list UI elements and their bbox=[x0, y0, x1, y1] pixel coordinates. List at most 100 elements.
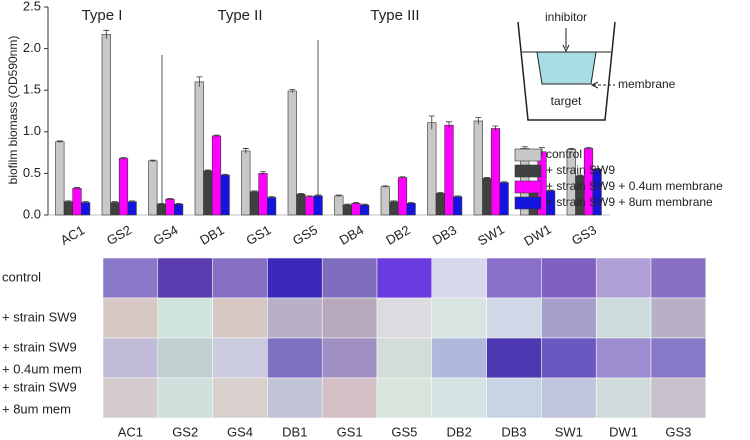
micrograph-tile bbox=[595, 337, 652, 379]
error-bar bbox=[315, 194, 322, 197]
bar bbox=[211, 135, 222, 216]
bar bbox=[334, 195, 344, 216]
bar bbox=[452, 196, 463, 216]
x-tick-label: AC1 bbox=[58, 222, 87, 248]
bar bbox=[482, 178, 492, 216]
bar bbox=[220, 174, 230, 216]
bar bbox=[118, 158, 129, 216]
micrograph-tile bbox=[321, 257, 378, 299]
column-label: GS1 bbox=[337, 424, 363, 439]
error-bar bbox=[196, 76, 203, 87]
bar bbox=[287, 90, 297, 216]
error-bar bbox=[306, 195, 313, 198]
error-bar bbox=[297, 192, 304, 196]
micrograph-tile bbox=[212, 297, 268, 339]
micrograph-tile bbox=[376, 257, 433, 299]
inset-label: inhibitor bbox=[545, 10, 587, 24]
bar bbox=[55, 141, 65, 216]
y-axis-label: biofilm biomass (OD590nm) bbox=[6, 36, 20, 185]
legend-label: control bbox=[546, 147, 582, 161]
row-label: control bbox=[2, 269, 41, 284]
bar bbox=[435, 193, 446, 216]
error-bar bbox=[594, 168, 601, 171]
error-bar bbox=[483, 177, 490, 180]
inset-diagram: inhibitor membrane target bbox=[517, 10, 676, 121]
micrograph-tile bbox=[102, 337, 159, 379]
micrograph-tile bbox=[321, 297, 378, 339]
x-tick-label: GS2 bbox=[104, 222, 134, 248]
error-bar bbox=[111, 201, 118, 204]
bar bbox=[473, 120, 483, 216]
y-tick-label: 2.5 bbox=[23, 0, 41, 13]
error-bar bbox=[120, 157, 127, 160]
column-label: GS2 bbox=[172, 424, 198, 439]
micrograph-tile bbox=[102, 257, 159, 299]
error-bar bbox=[446, 121, 452, 129]
type-label: Type I bbox=[82, 7, 123, 24]
y-tick-label: 0.0 bbox=[23, 206, 41, 221]
error-bar bbox=[408, 202, 415, 205]
x-tick-label: DB3 bbox=[430, 222, 459, 248]
micrograph-tile bbox=[486, 377, 542, 419]
error-bar bbox=[242, 148, 249, 154]
micrograph-tile bbox=[321, 337, 378, 379]
error-bar bbox=[213, 134, 220, 137]
x-tick-label: GS4 bbox=[150, 222, 180, 248]
bar bbox=[313, 195, 323, 216]
micrograph-tile bbox=[486, 297, 542, 339]
error-bar bbox=[204, 169, 211, 172]
bar bbox=[148, 160, 158, 216]
error-bar bbox=[353, 202, 359, 205]
legend-swatch bbox=[514, 148, 542, 162]
legend-label: + strain SW9 bbox=[546, 163, 615, 177]
micrograph-tile bbox=[541, 337, 597, 379]
row-label: + strain SW9 bbox=[2, 309, 77, 324]
error-bar bbox=[260, 171, 266, 176]
error-bar bbox=[289, 88, 296, 93]
micrograph-tile bbox=[157, 377, 213, 419]
error-bar bbox=[475, 117, 482, 125]
y-tick-label: 0.5 bbox=[23, 165, 41, 180]
x-tick-label: SW1 bbox=[475, 222, 507, 249]
bar bbox=[304, 196, 315, 216]
x-tick-label: GS1 bbox=[243, 222, 273, 248]
error-bar bbox=[399, 176, 406, 179]
micrograph-tile bbox=[595, 257, 652, 299]
x-tick-label: GS5 bbox=[290, 222, 320, 248]
error-bar bbox=[158, 202, 165, 206]
type-label: Type II bbox=[217, 7, 262, 24]
bar bbox=[397, 177, 408, 216]
error-bar bbox=[222, 173, 229, 176]
micrograph-tile bbox=[650, 337, 707, 379]
micrograph-tile bbox=[486, 337, 542, 379]
column-label: DB2 bbox=[447, 424, 472, 439]
row-label: + 8um mem bbox=[2, 401, 71, 416]
column-label: DB1 bbox=[282, 424, 307, 439]
micrograph-tile bbox=[267, 337, 323, 379]
error-bar bbox=[344, 203, 351, 206]
legend-swatch bbox=[514, 196, 542, 210]
micrograph-tile bbox=[157, 337, 213, 379]
micrograph-tile bbox=[431, 337, 487, 379]
bar bbox=[380, 186, 390, 216]
bar bbox=[342, 204, 353, 216]
column-label: GS5 bbox=[391, 424, 417, 439]
error-bar bbox=[361, 203, 368, 206]
micrograph-tile bbox=[431, 257, 487, 299]
error-bar bbox=[454, 195, 461, 198]
row-label: + strain SW9 bbox=[2, 339, 77, 354]
micrograph-tile bbox=[541, 297, 597, 339]
column-label: DW1 bbox=[609, 424, 638, 439]
bar bbox=[165, 198, 175, 216]
micrograph-tile bbox=[595, 297, 652, 339]
x-tick-label: DB4 bbox=[337, 222, 366, 248]
micrograph-tile bbox=[431, 377, 487, 419]
micrograph-tile bbox=[541, 377, 597, 419]
error-bar bbox=[382, 185, 389, 188]
micrograph-tile bbox=[376, 337, 433, 379]
micrograph-tile bbox=[595, 377, 652, 419]
bar bbox=[156, 203, 167, 216]
error-bar bbox=[56, 140, 63, 143]
inset-label: target bbox=[551, 94, 582, 108]
bar bbox=[406, 203, 416, 216]
